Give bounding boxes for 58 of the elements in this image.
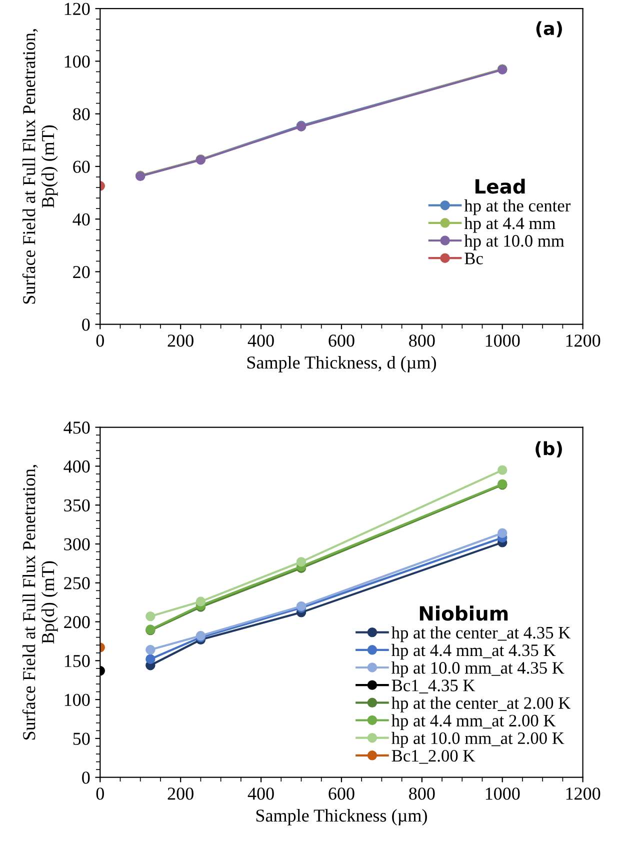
- x-tick-label: 1000: [486, 788, 520, 800]
- y-tick-label: 60: [73, 160, 90, 173]
- x-tick-label: 0: [96, 334, 104, 347]
- y-tick-label: 100: [64, 55, 90, 68]
- legend-label: hp at 4.4 mm: [464, 216, 556, 233]
- y-tick-label: 250: [64, 577, 90, 590]
- legend-label: Bc: [464, 252, 483, 264]
- x-tick-label: 200: [168, 334, 194, 347]
- x-tick-label: 1000: [486, 334, 520, 347]
- x-tick-label: 0: [96, 788, 104, 800]
- legend-label: hp at the center_at 2.00 K: [391, 696, 570, 712]
- point: [146, 644, 156, 655]
- y-tick-label: 150: [64, 654, 90, 668]
- legend-label: hp at 4.4 mm_at 2.00 K: [391, 714, 556, 730]
- y-tick-label: 450: [64, 422, 90, 434]
- x-tick-label: 800: [409, 788, 435, 800]
- x-tick-label: 600: [328, 334, 354, 347]
- y-tick-label: 350: [64, 499, 90, 512]
- point: [196, 596, 206, 606]
- point: [498, 465, 508, 475]
- x-axis-title: Sample Thickness (µm): [256, 809, 427, 826]
- y-tick-label: 400: [64, 460, 90, 473]
- x-axis-title: Sample Thickness, d (µm): [247, 356, 436, 372]
- y-tick-label: 120: [64, 2, 90, 16]
- x-tick-label: 200: [168, 788, 194, 800]
- legend-title: Niobium: [420, 606, 508, 621]
- y-tick-label: 200: [64, 616, 90, 628]
- legend-title: Lead: [476, 178, 525, 194]
- y-tick-label: 80: [73, 108, 90, 120]
- y-tick-label: 50: [73, 732, 90, 745]
- y-tick-label: 100: [64, 694, 90, 706]
- legend-label: hp at 10.0 mm_at 4.35 K: [391, 662, 564, 678]
- x-tick-label: 1200: [566, 334, 600, 347]
- point: [498, 528, 508, 538]
- legend-label: hp at 4.4 mm_at 4.35 K: [391, 644, 556, 660]
- point: [146, 611, 156, 622]
- y-tick-label: 0: [82, 772, 90, 784]
- x-tick-label: 800: [409, 334, 435, 347]
- x-tick-label: 1200: [566, 788, 600, 800]
- legend-label: Bc1_2.00 K: [392, 750, 476, 764]
- annotation: (a): [536, 21, 562, 38]
- y-axis-title: Surface Field at Full Flux Penetration, Bp(d) (mT): [22, 465, 58, 740]
- x-tick-label: 400: [248, 788, 274, 800]
- y-tick-label: 0: [82, 318, 90, 331]
- y-axis-title: Surface Field at Full Flux Penetration, Bp(d) (mT): [22, 29, 58, 304]
- x-tick-label: 400: [248, 334, 274, 347]
- y-tick-label: 40: [72, 213, 90, 226]
- y-tick-label: 300: [64, 538, 90, 550]
- y-tick-label: 20: [73, 266, 90, 278]
- annotation: (b): [536, 441, 562, 458]
- legend-label: hp at the center: [464, 199, 571, 216]
- legend-label: hp at 10.0 mm: [464, 234, 564, 250]
- legend-label: Bc1_4.35 K: [392, 680, 476, 694]
- legend-label: hp at the center_at 4.35 K: [391, 626, 570, 642]
- point: [146, 654, 156, 664]
- legend-label: hp at 10.0 mm_at 2.00 K: [391, 732, 564, 748]
- x-tick-label: 600: [328, 788, 354, 800]
- point: [296, 557, 306, 567]
